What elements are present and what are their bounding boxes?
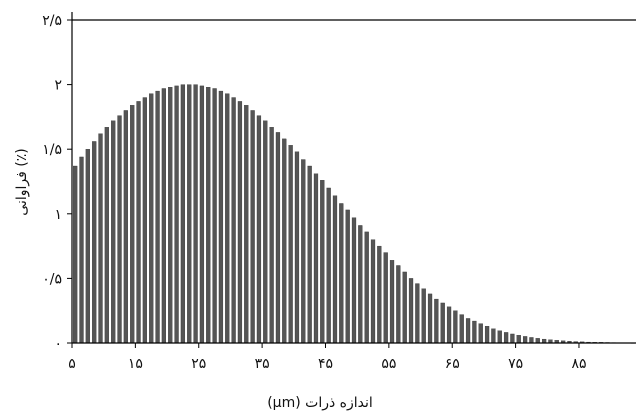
bar — [408, 278, 414, 344]
bar — [206, 87, 211, 344]
bar — [478, 323, 483, 344]
bar — [497, 330, 502, 344]
y-tick-label: ۲/۵ — [42, 13, 62, 29]
bar — [237, 101, 243, 344]
bar — [427, 293, 433, 344]
bar — [472, 320, 477, 344]
bar — [244, 105, 249, 344]
bar — [79, 156, 84, 344]
bar — [402, 271, 407, 344]
bar — [92, 141, 97, 344]
bar — [535, 338, 540, 344]
bar — [111, 120, 116, 344]
x-ticks-group: ۵ ۱۵ ۲۵ ۳۵ ۴۵ ۵۵ ۶۵ ۷۵ ۸۵ — [68, 343, 586, 372]
bar — [117, 115, 122, 344]
bar — [263, 120, 268, 344]
bars-group — [73, 84, 635, 344]
bar — [123, 110, 128, 344]
bar — [193, 84, 198, 344]
bar — [440, 302, 445, 344]
bar — [370, 239, 376, 344]
bar — [484, 326, 490, 344]
bar — [250, 110, 255, 344]
bar — [345, 209, 350, 344]
bar — [510, 333, 515, 344]
bar — [180, 84, 186, 344]
bar — [491, 328, 496, 344]
bar — [383, 252, 388, 344]
bar — [453, 310, 458, 344]
bar — [155, 90, 160, 344]
bar — [225, 93, 230, 344]
bar — [269, 127, 274, 344]
bar — [339, 203, 344, 344]
bar — [313, 173, 319, 344]
bar — [516, 335, 521, 344]
y-axis-title: فراوانی (٪) — [14, 148, 30, 215]
bar — [465, 318, 471, 344]
bar — [231, 97, 236, 344]
bar — [130, 105, 135, 344]
bar — [415, 283, 420, 344]
bar — [98, 133, 103, 344]
bar — [351, 217, 357, 344]
y-tick-label: ۰/۵ — [42, 271, 62, 287]
x-tick-label: ۵ — [68, 356, 76, 372]
bar — [168, 87, 173, 344]
y-tick-label: ۰ — [54, 336, 62, 352]
bar — [358, 225, 363, 344]
x-tick-label: ۶۵ — [445, 356, 460, 372]
bar — [218, 90, 224, 344]
x-tick-label: ۱۵ — [128, 356, 143, 372]
bar — [301, 159, 306, 344]
bar — [364, 231, 369, 344]
bar — [136, 101, 141, 344]
x-tick-label: ۳۵ — [255, 356, 270, 372]
bar — [389, 260, 395, 344]
bar — [85, 149, 90, 344]
x-tick-label: ۲۵ — [191, 356, 206, 372]
bar — [288, 145, 293, 344]
x-tick-label: ۵۵ — [381, 356, 396, 372]
bar — [421, 288, 426, 344]
bar — [446, 306, 452, 344]
bar — [332, 195, 338, 344]
bar — [256, 115, 262, 344]
x-tick-label: ۷۵ — [508, 356, 523, 372]
bar — [529, 337, 534, 344]
bar — [522, 336, 528, 344]
bar — [149, 93, 154, 344]
bar — [174, 85, 179, 344]
bar — [275, 132, 281, 344]
x-tick-label: ۸۵ — [571, 356, 586, 372]
bar — [320, 180, 325, 344]
bar — [434, 298, 439, 344]
y-tick-label: ۱ — [54, 207, 62, 223]
bar — [199, 85, 205, 344]
bar — [73, 165, 78, 344]
bar — [294, 151, 300, 344]
y-tick-label: ۱/۵ — [42, 142, 62, 158]
x-tick-label: ۴۵ — [318, 356, 333, 372]
bar — [187, 84, 192, 344]
y-ticks-group: ۰ ۰/۵ ۱ ۱/۵ ۲ ۲/۵ — [42, 13, 72, 352]
bar — [503, 332, 509, 344]
bar — [142, 97, 147, 344]
bar — [161, 88, 166, 344]
bar — [104, 127, 109, 344]
bar — [326, 187, 331, 344]
bar — [212, 88, 217, 344]
bar — [282, 138, 287, 344]
bar — [396, 265, 401, 344]
x-axis-title: (μm) اندازه ذرات — [267, 395, 373, 411]
bar — [459, 314, 464, 344]
y-tick-label: ۲ — [54, 78, 62, 94]
bar — [307, 165, 312, 344]
bar — [377, 245, 382, 344]
